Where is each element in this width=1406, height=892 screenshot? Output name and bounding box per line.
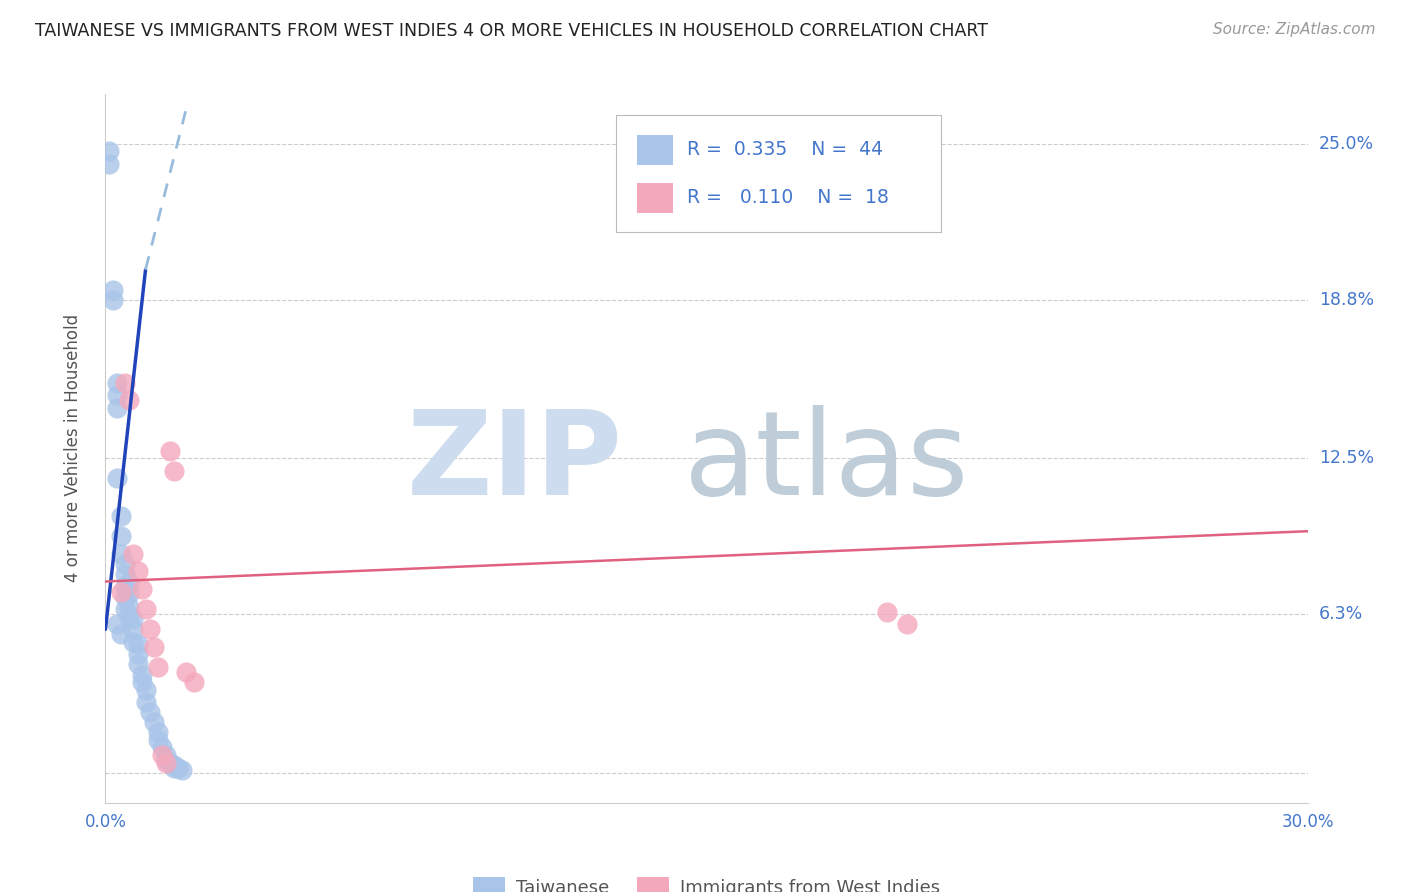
Point: [98, 157, 121, 171]
Point: [122, 547, 145, 561]
Text: TAIWANESE VS IMMIGRANTS FROM WEST INDIES 4 OR MORE VEHICLES IN HOUSEHOLD CORRELA: TAIWANESE VS IMMIGRANTS FROM WEST INDIES…: [35, 22, 988, 40]
Point: [146, 660, 169, 674]
Point: [174, 665, 197, 679]
Y-axis label: 4 or more Vehicles in Household: 4 or more Vehicles in Household: [63, 314, 82, 582]
Point: [155, 747, 177, 762]
Point: [107, 388, 129, 402]
Text: 6.3%: 6.3%: [1319, 605, 1362, 624]
Point: [166, 761, 188, 775]
Point: [162, 464, 184, 478]
Text: R =   0.110    N =  18: R = 0.110 N = 18: [688, 188, 889, 208]
Text: ZIP: ZIP: [406, 405, 623, 520]
Point: [103, 293, 125, 307]
Point: [103, 283, 125, 297]
Text: Source: ZipAtlas.com: Source: ZipAtlas.com: [1212, 22, 1375, 37]
Text: 12.5%: 12.5%: [1319, 450, 1374, 467]
Point: [110, 529, 132, 543]
Point: [127, 637, 149, 651]
Point: [146, 725, 169, 739]
Point: [138, 706, 160, 720]
Bar: [637, 183, 673, 213]
Point: [159, 443, 181, 458]
Point: [118, 609, 141, 624]
Point: [135, 682, 157, 697]
Point: [138, 622, 160, 636]
Text: 18.8%: 18.8%: [1319, 291, 1374, 309]
Point: [110, 509, 132, 524]
Point: [114, 602, 136, 616]
Legend: Taiwanese, Immigrants from West Indies: Taiwanese, Immigrants from West Indies: [465, 870, 948, 892]
Point: [107, 376, 129, 390]
Point: [876, 605, 898, 619]
Point: [146, 733, 169, 747]
Point: [122, 612, 145, 626]
Point: [122, 635, 145, 649]
Point: [159, 756, 181, 770]
Point: [142, 715, 165, 730]
Point: [162, 761, 184, 775]
Point: [98, 145, 121, 159]
Bar: [637, 135, 673, 164]
Point: [110, 584, 132, 599]
Text: 25.0%: 25.0%: [1319, 135, 1374, 153]
Point: [114, 590, 136, 604]
Point: [155, 756, 177, 770]
Point: [131, 675, 153, 690]
Point: [162, 758, 184, 772]
Point: [155, 753, 177, 767]
Point: [135, 695, 157, 709]
Point: [142, 640, 165, 654]
Point: [114, 566, 136, 581]
FancyBboxPatch shape: [616, 115, 941, 232]
Point: [127, 648, 149, 662]
Point: [183, 675, 205, 690]
Point: [118, 393, 141, 408]
Point: [150, 740, 173, 755]
Point: [135, 602, 157, 616]
Point: [107, 471, 129, 485]
Point: [896, 617, 918, 632]
Text: atlas: atlas: [685, 405, 969, 520]
Point: [150, 747, 173, 762]
Point: [118, 587, 141, 601]
Point: [107, 617, 129, 632]
Point: [170, 763, 193, 777]
Point: [122, 622, 145, 636]
Point: [131, 582, 153, 596]
Point: [118, 599, 141, 614]
Point: [114, 557, 136, 571]
Point: [118, 574, 141, 589]
Point: [114, 376, 136, 390]
Point: [107, 401, 129, 415]
Point: [127, 565, 149, 579]
Text: R =  0.335    N =  44: R = 0.335 N = 44: [688, 140, 883, 159]
Point: [110, 547, 132, 561]
Point: [131, 667, 153, 681]
Point: [110, 627, 132, 641]
Point: [114, 580, 136, 594]
Point: [127, 657, 149, 672]
